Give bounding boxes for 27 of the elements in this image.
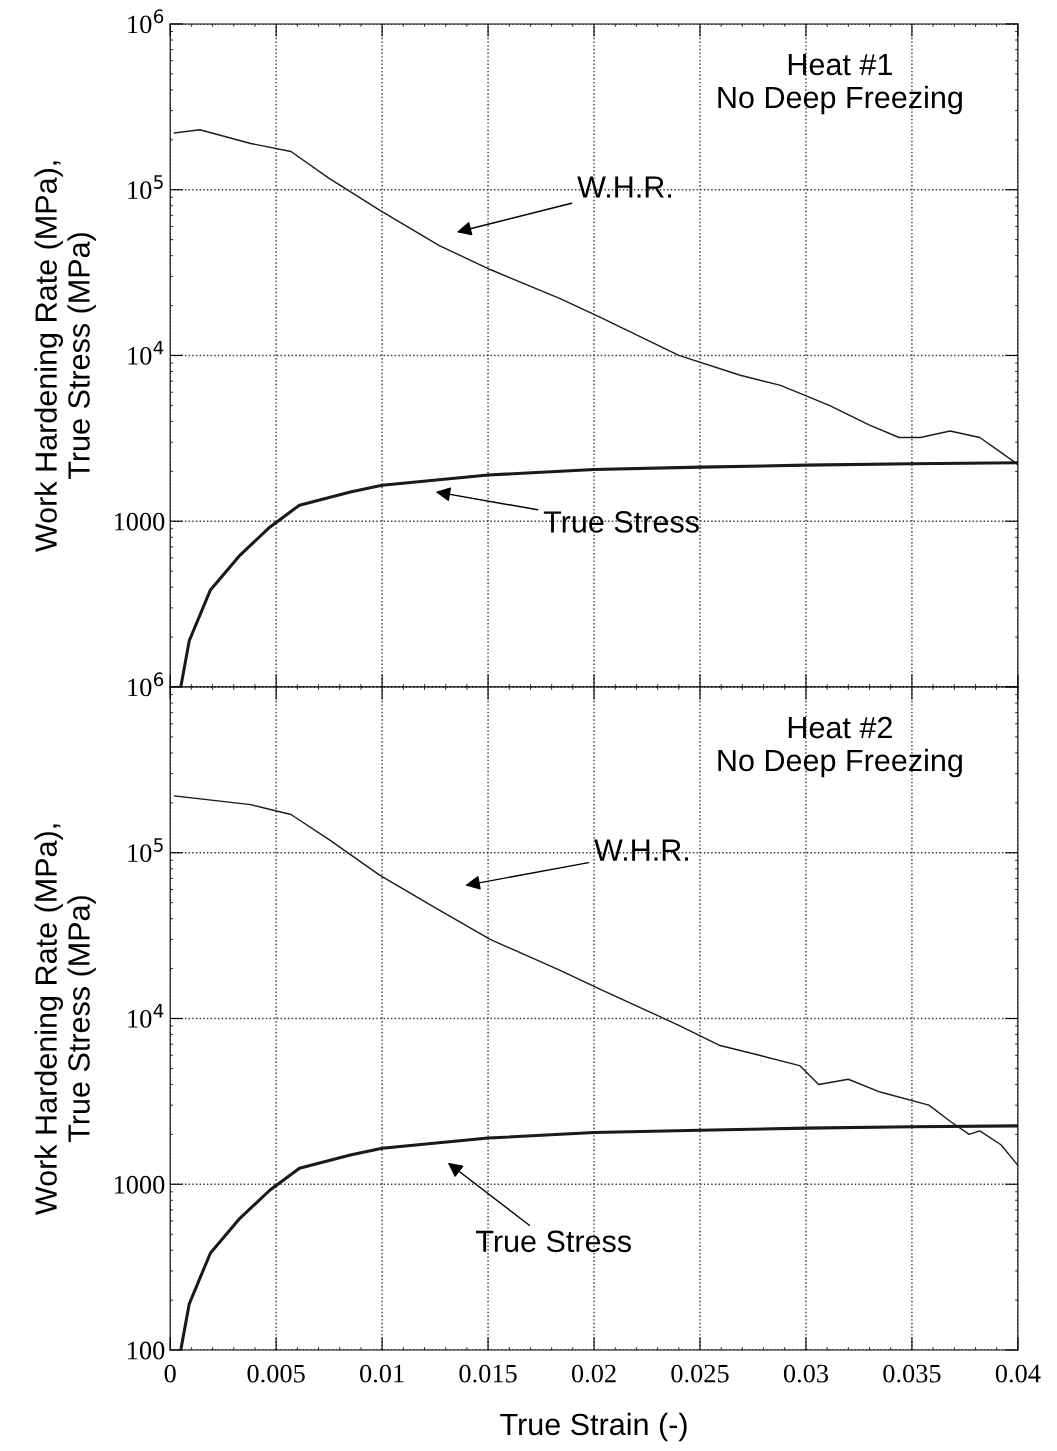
y-tick-label: 10$^{6}$ (128, 9, 164, 34)
y-tick-label: 100 (128, 1341, 165, 1360)
y-tick-label: 10$^{5}$ (128, 175, 163, 199)
x-tick-label: 0.035 (883, 1364, 941, 1383)
y-tick-label: 1000 (114, 1175, 165, 1194)
x-tick-label: 0 (164, 1364, 176, 1383)
annotation: Heat #2 No Deep Freezing (718, 716, 962, 778)
x-tick-label: 0.005 (247, 1364, 305, 1383)
annotation: Heat #1 No Deep Freezing (718, 54, 962, 115)
y-tick-label: 10$^{4}$ (128, 340, 164, 365)
y-axis-title: Work Hardening Rate (MPa), True Stress (MPa) (34, 161, 96, 553)
x-axis-title: True Strain (-) (500, 1412, 687, 1442)
x-tick-label: 0.04 (995, 1364, 1041, 1383)
y-tick-label: 1000 (114, 512, 165, 531)
x-tick-label: 0.01 (360, 1364, 404, 1383)
x-tick-label: 0.025 (671, 1364, 729, 1383)
annotation: W.H.R. (577, 176, 672, 198)
y-tick-label: 10$^{6}$ (128, 672, 164, 697)
annotation: True Stress (543, 511, 699, 533)
annotation: True Stress (476, 1230, 632, 1253)
y-tick-label: 10$^{5}$ (128, 838, 163, 863)
y-tick-label: 10$^{4}$ (128, 1003, 164, 1028)
x-tick-label: 0.02 (571, 1364, 616, 1383)
y-axis-title: Work Hardening Rate (MPa), True Stress (MPa) (34, 824, 96, 1216)
annotation: W.H.R. (594, 839, 688, 861)
x-tick-label: 0.03 (783, 1364, 829, 1383)
x-tick-label: 0.015 (459, 1364, 517, 1383)
